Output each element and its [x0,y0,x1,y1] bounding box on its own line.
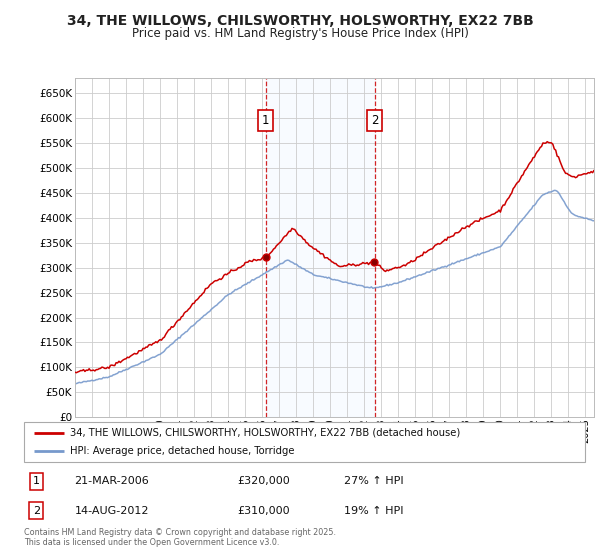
Text: Price paid vs. HM Land Registry's House Price Index (HPI): Price paid vs. HM Land Registry's House … [131,27,469,40]
FancyBboxPatch shape [24,422,585,462]
Text: 1: 1 [262,114,269,127]
Text: 34, THE WILLOWS, CHILSWORTHY, HOLSWORTHY, EX22 7BB (detached house): 34, THE WILLOWS, CHILSWORTHY, HOLSWORTHY… [70,428,460,437]
Text: 1: 1 [33,476,40,486]
Text: Contains HM Land Registry data © Crown copyright and database right 2025.
This d: Contains HM Land Registry data © Crown c… [24,528,336,547]
Text: 2: 2 [33,506,40,516]
Text: 27% ↑ HPI: 27% ↑ HPI [344,476,403,486]
Bar [266,78,375,417]
Text: 34, THE WILLOWS, CHILSWORTHY, HOLSWORTHY, EX22 7BB: 34, THE WILLOWS, CHILSWORTHY, HOLSWORTHY… [67,14,533,28]
Text: 2: 2 [371,114,379,127]
Text: 21-MAR-2006: 21-MAR-2006 [74,476,149,486]
Text: 14-AUG-2012: 14-AUG-2012 [74,506,149,516]
Text: £320,000: £320,000 [237,476,290,486]
Text: 19% ↑ HPI: 19% ↑ HPI [344,506,403,516]
Text: HPI: Average price, detached house, Torridge: HPI: Average price, detached house, Torr… [70,446,295,456]
Text: £310,000: £310,000 [237,506,290,516]
